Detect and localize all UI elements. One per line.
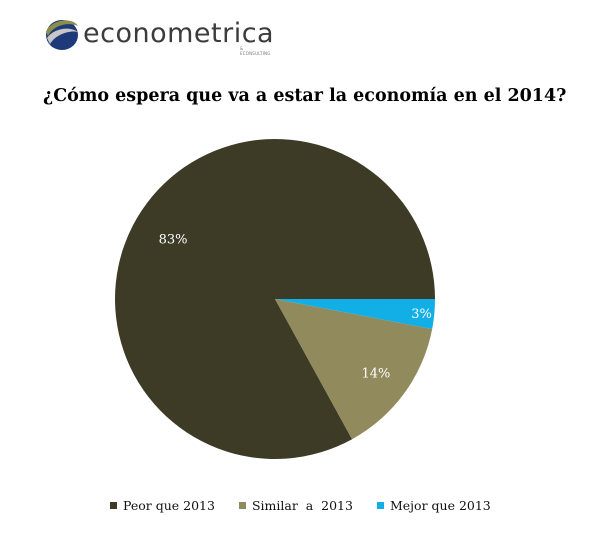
legend-swatch-mejor [376, 501, 384, 509]
logo-wordmark: econometrica [83, 18, 275, 49]
data-label-similar: 14% [362, 366, 391, 381]
legend-swatch-similar [238, 501, 246, 509]
legend-swatch-peor [110, 501, 117, 509]
legend-label-peor: Peor que 2013 [123, 497, 215, 513]
logo: econometrica & ECONSULTING [44, 16, 274, 56]
logo-tagline: & ECONSULTING [240, 46, 271, 56]
legend-label-mejor: Mejor que 2013 [389, 497, 491, 513]
pie-slice-similar [275, 299, 433, 440]
chart-legend: Peor que 2013 Similar a 2013 Mejor que 201… [110, 496, 515, 514]
legend-item-similar: Similar a 2013 [238, 497, 353, 513]
pie-slice-mejor [275, 299, 435, 329]
legend-item-peor: Peor que 2013 [110, 498, 215, 513]
pie-slice-peor [115, 139, 436, 460]
chart-title: ¿Cómo espera que va a estar la economía … [43, 86, 567, 106]
data-label-mejor: 3% [411, 307, 432, 322]
data-label-peor: 83% [159, 233, 188, 248]
legend-item-mejor: Mejor que 2013 [376, 497, 491, 513]
logo-swoosh-icon [46, 20, 78, 50]
legend-label-similar: Similar a 2013 [251, 497, 353, 513]
